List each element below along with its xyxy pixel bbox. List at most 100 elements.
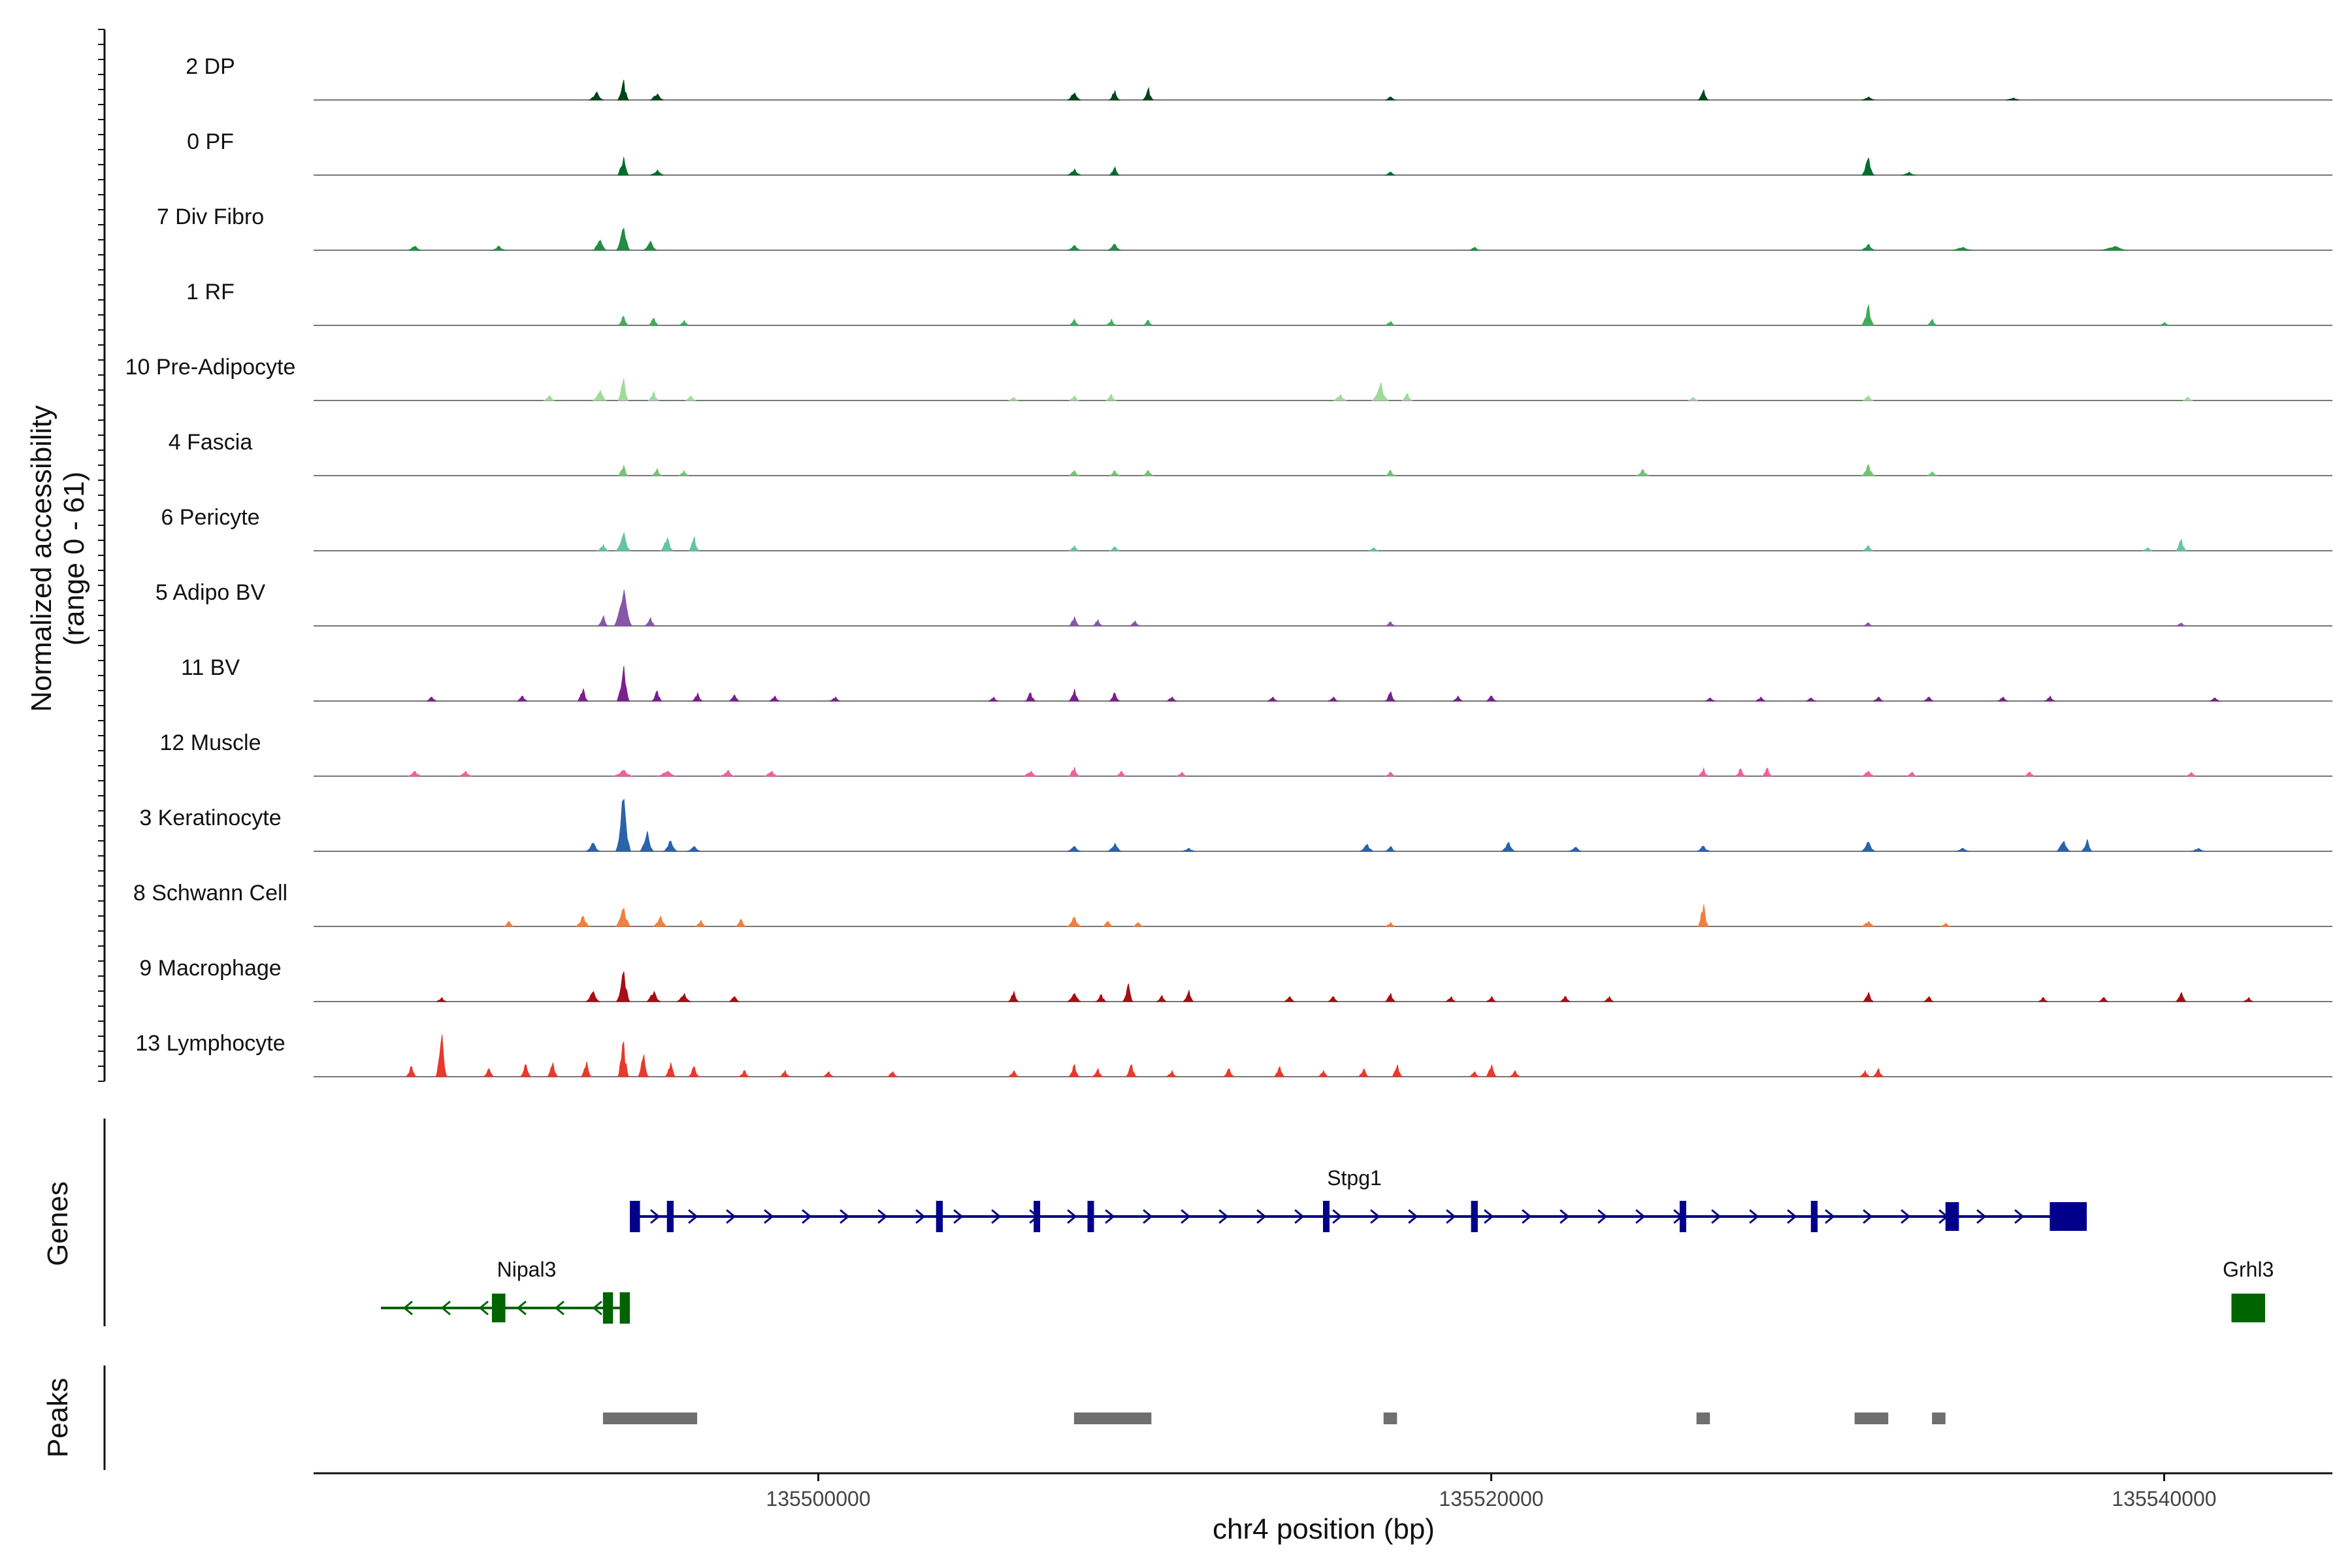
coverage-peaks bbox=[585, 798, 2205, 852]
strand-arrow-icon bbox=[592, 1300, 602, 1316]
strand-arrow-icon bbox=[1787, 1209, 1797, 1224]
coverage-peak bbox=[652, 915, 668, 927]
coverage-peak bbox=[1067, 992, 1081, 1002]
coverage-peak bbox=[1697, 904, 1709, 927]
coverage-peaks bbox=[617, 157, 1916, 176]
coverage-peaks bbox=[617, 464, 1938, 476]
coverage-peak bbox=[1385, 772, 1396, 777]
coverage-peak bbox=[688, 536, 700, 551]
coverage-peak bbox=[585, 843, 601, 852]
strand-arrow-icon bbox=[915, 1209, 926, 1224]
strand-arrow-icon bbox=[1181, 1209, 1191, 1224]
coverage-peak bbox=[649, 169, 664, 176]
coverage-peak bbox=[719, 769, 734, 777]
coverage-peak bbox=[1368, 547, 1379, 551]
coverage-peak bbox=[1024, 693, 1036, 702]
coverage-peak bbox=[1484, 695, 1497, 702]
strand-arrow-icon bbox=[1256, 1209, 1267, 1224]
coverage-peak bbox=[1358, 843, 1374, 852]
strand-arrow-icon bbox=[1294, 1209, 1305, 1224]
strand-arrow-icon bbox=[1635, 1209, 1646, 1224]
coverage-track: 6 Pericyte bbox=[161, 505, 2332, 551]
gene-model: Nipal3 bbox=[381, 1258, 630, 1324]
coverage-peak bbox=[1385, 621, 1396, 627]
track-label: 1 RF bbox=[186, 280, 235, 304]
strand-arrow-icon bbox=[1143, 1209, 1153, 1224]
coverage-peak bbox=[662, 841, 678, 852]
peak-region bbox=[602, 1413, 698, 1424]
coverage-peak bbox=[687, 845, 701, 852]
coverage-peak bbox=[615, 971, 630, 1002]
gene-annotation-panel: Stpg1 Nipal3 Grhl3 bbox=[103, 1119, 2274, 1326]
strand-arrow-icon bbox=[1560, 1209, 1570, 1224]
coverage-track: 9 Macrophage bbox=[139, 956, 2332, 1002]
coverage-peak bbox=[728, 694, 740, 702]
coverage-peak bbox=[1091, 1068, 1104, 1077]
gene-exon bbox=[630, 1201, 640, 1232]
coverage-peak bbox=[585, 990, 601, 1002]
coverage-peak bbox=[691, 692, 704, 702]
strand-arrow-icon bbox=[991, 1209, 1002, 1224]
coverage-peak bbox=[503, 921, 514, 927]
coverage-peak bbox=[615, 907, 632, 927]
coverage-peak bbox=[1997, 696, 2008, 702]
coverage-peak bbox=[1092, 619, 1104, 627]
coverage-peak bbox=[769, 695, 780, 702]
coverage-peak bbox=[1861, 770, 1875, 777]
coverage-peak bbox=[2159, 321, 2170, 326]
track-label: 9 Macrophage bbox=[139, 956, 281, 981]
strand-arrow-icon bbox=[1522, 1209, 1532, 1224]
strand-arrow-icon bbox=[1863, 1209, 1873, 1224]
peaks-panel-label: Peaks bbox=[42, 1378, 74, 1458]
coverage-peak bbox=[738, 1070, 750, 1077]
coverage-peak bbox=[1927, 471, 1938, 476]
track-label: 13 Lymphocyte bbox=[135, 1031, 285, 1056]
coverage-peaks bbox=[588, 80, 2020, 101]
coverage-peak bbox=[1560, 996, 1571, 1002]
coverage-peak bbox=[1952, 246, 1973, 251]
coverage-peak bbox=[1068, 318, 1081, 326]
coverage-peak bbox=[1166, 1070, 1178, 1077]
coverage-peak bbox=[1469, 246, 1480, 251]
coverage-peak bbox=[1122, 983, 1134, 1002]
coverage-peak bbox=[1445, 996, 1456, 1002]
coverage-peak bbox=[1861, 464, 1875, 476]
gene-exon bbox=[1945, 1202, 1959, 1231]
coverage-peak bbox=[1734, 768, 1746, 777]
gene-exon bbox=[1810, 1201, 1818, 1232]
x-tick-label: 135540000 bbox=[2112, 1487, 2216, 1511]
coverage-track: 8 Schwann Cell bbox=[133, 881, 2332, 927]
coverage-peak bbox=[657, 770, 678, 777]
coverage-peak bbox=[1705, 697, 1716, 702]
strand-arrow-icon bbox=[1408, 1209, 1418, 1224]
coverage-peak bbox=[617, 80, 629, 101]
coverage-peak bbox=[617, 316, 629, 326]
coverage-peak bbox=[1509, 1070, 1521, 1077]
coverage-track: 4 Fascia bbox=[169, 430, 2332, 476]
coverage-peak bbox=[617, 464, 629, 476]
coverage-peak bbox=[2243, 997, 2254, 1002]
coverage-peak bbox=[1107, 842, 1122, 852]
coverage-peak bbox=[458, 770, 472, 777]
coverage-peak bbox=[615, 227, 630, 251]
coverage-peak bbox=[1143, 319, 1154, 326]
coverage-peak bbox=[1391, 1064, 1403, 1077]
track-label: 11 BV bbox=[181, 655, 240, 680]
coverage-peak bbox=[1872, 696, 1884, 702]
gene-exon bbox=[602, 1292, 613, 1324]
coverage-peak bbox=[1861, 991, 1874, 1002]
coverage-peak bbox=[2182, 397, 2193, 401]
y-axis-title-line1: Normalized accessibility bbox=[25, 405, 57, 711]
coverage-peak bbox=[1068, 1064, 1080, 1077]
strand-arrow-icon bbox=[1711, 1209, 1722, 1224]
coverage-peak bbox=[615, 531, 632, 551]
coverage-peak bbox=[1955, 847, 1969, 852]
coverage-peak bbox=[491, 246, 506, 251]
track-label: 10 Pre-Adipocyte bbox=[125, 355, 296, 380]
coverage-peak bbox=[1923, 696, 1934, 702]
coverage-peak bbox=[647, 390, 660, 401]
x-axis-title: chr4 position (bp) bbox=[1213, 1513, 1435, 1545]
coverage-peak bbox=[1067, 168, 1081, 176]
coverage-peak bbox=[1486, 996, 1497, 1002]
